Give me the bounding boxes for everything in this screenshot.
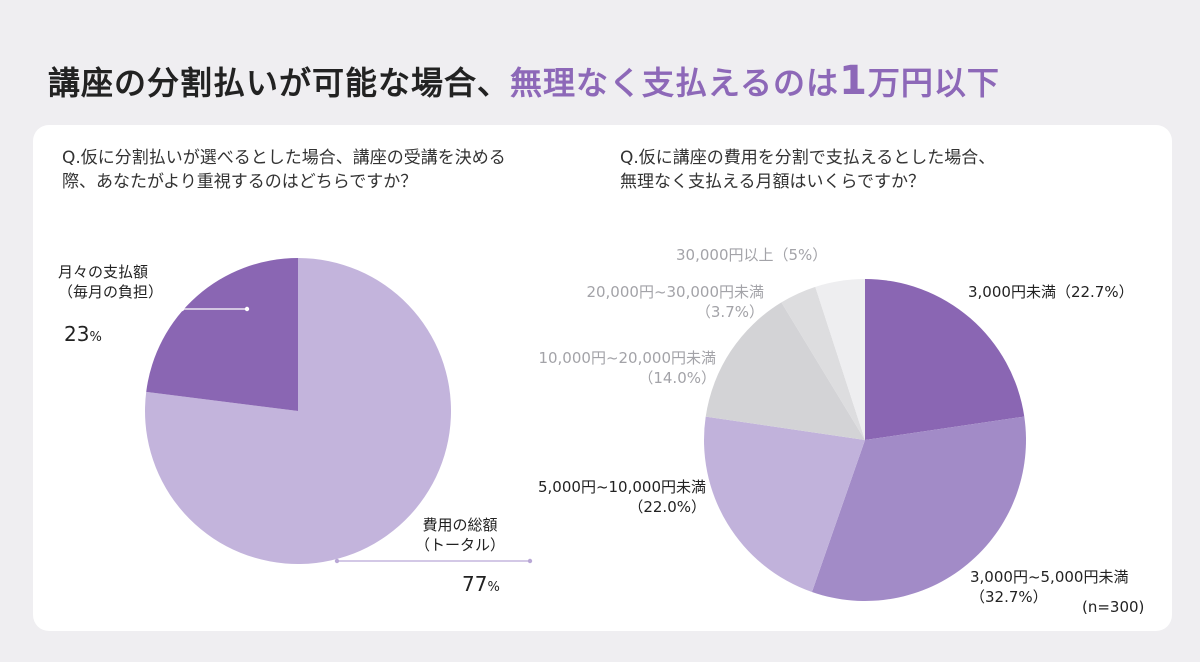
page-headline: 講座の分割払いが可能な場合、無理なく支払えるのは1万円以下: [48, 58, 1000, 104]
pie2-slice-20000-30000: [781, 286, 865, 440]
chart2-label-under-3000-value: （22.7%）: [1055, 283, 1134, 301]
chart2-label-10000-20000-value: （14.0%）: [638, 369, 716, 387]
chart1-value-total-number: 77: [462, 572, 488, 596]
chart1-label-total-line-2: （トータル）: [415, 536, 506, 554]
chart1-value-monthly-number: 23: [64, 322, 90, 346]
chart2-label-under-3000-text: 3,000円未満: [968, 283, 1056, 301]
pie-chart-1: [145, 258, 452, 564]
chart2-label-under-3000: 3,000円未満（22.7%）: [968, 282, 1134, 302]
chart1-label-total-line-1: 費用の総額: [422, 516, 498, 534]
headline-part-4: 万円以下: [867, 64, 1000, 102]
chart2-label-20000-30000-value: （3.7%）: [695, 303, 764, 321]
leader-total-dot-1: [334, 558, 340, 564]
headline-part-1: 講座の分割払いが可能な場合、: [48, 64, 511, 102]
chart1-value-monthly-unit: %: [89, 330, 102, 345]
chart1-label-total: 費用の総額 （トータル）: [415, 515, 505, 555]
pie2-slice-under-3000: [865, 279, 1025, 440]
pie1-slice-total: [145, 258, 452, 564]
chart2-label-over-30000: 30,000円以上（5%）: [676, 245, 827, 265]
chart1-label-monthly-line-1: 月々の支払額: [58, 263, 149, 281]
chart1-question: Q.仮に分割払いが選べるとした場合、講座の受講を決める 際、あなたがより重視する…: [62, 146, 506, 194]
chart2-label-5000-10000: 5,000円~10,000円未満 （22.0%）: [538, 477, 706, 517]
leader-total-dot-2: [527, 558, 533, 564]
chart2-label-3000-5000: 3,000円~5,000円未満 （32.7%）: [970, 567, 1128, 607]
leader-lines: [179, 306, 533, 564]
sample-size-note: (n=300): [1082, 598, 1145, 616]
chart2-label-3000-5000-text: 3,000円~5,000円未満: [970, 568, 1129, 586]
pie2-slice-3000-5000: [811, 416, 1027, 602]
chart2-label-20000-30000: 20,000円~30,000円未満 （3.7%）: [586, 282, 764, 322]
chart1-label-monthly-line-2: （毎月の負担）: [58, 283, 164, 301]
chart1-label-monthly: 月々の支払額 （毎月の負担）: [58, 262, 163, 302]
chart2-label-over-30000-value: （5%）: [773, 246, 828, 264]
chart2-label-over-30000-text: 30,000円以上: [676, 246, 774, 264]
pie2-slice-10000-20000: [705, 302, 865, 440]
chart1-value-total: 77%: [462, 572, 500, 596]
leader-monthly-dot-1: [179, 306, 185, 312]
chart2-label-3000-5000-value: （32.7%）: [970, 588, 1048, 606]
chart1-value-monthly: 23%: [64, 322, 102, 346]
chart1-question-line-1: Q.仮に分割払いが選べるとした場合、講座の受講を決める: [62, 148, 506, 168]
pie2-slice-over-30000: [815, 279, 865, 440]
chart2-question-line-2: 無理なく支払える月額はいくらですか？: [620, 172, 925, 192]
headline-part-3: 1: [839, 58, 868, 104]
chart2-label-5000-10000-value: （22.0%）: [628, 498, 706, 516]
chart1-value-total-unit: %: [487, 580, 500, 595]
chart2-label-10000-20000-text: 10,000円~20,000円未満: [538, 349, 716, 367]
pie-chart-2: [703, 279, 1027, 602]
chart1-question-line-2: 際、あなたがより重視するのはどちらですか？: [62, 172, 418, 192]
chart2-label-5000-10000-text: 5,000円~10,000円未満: [538, 478, 706, 496]
pie2-slice-5000-10000: [703, 416, 865, 593]
chart2-label-10000-20000: 10,000円~20,000円未満 （14.0%）: [538, 348, 716, 388]
chart2-question: Q.仮に講座の費用を分割で支払えるとした場合、 無理なく支払える月額はいくらです…: [620, 146, 995, 194]
chart2-label-20000-30000-text: 20,000円~30,000円未満: [586, 283, 764, 301]
leader-monthly-dot-2: [244, 306, 250, 312]
headline-part-2: 無理なく支払えるのは: [510, 64, 840, 102]
pie1-slice-monthly: [146, 258, 298, 411]
chart2-question-line-1: Q.仮に講座の費用を分割で支払えるとした場合、: [620, 148, 996, 168]
